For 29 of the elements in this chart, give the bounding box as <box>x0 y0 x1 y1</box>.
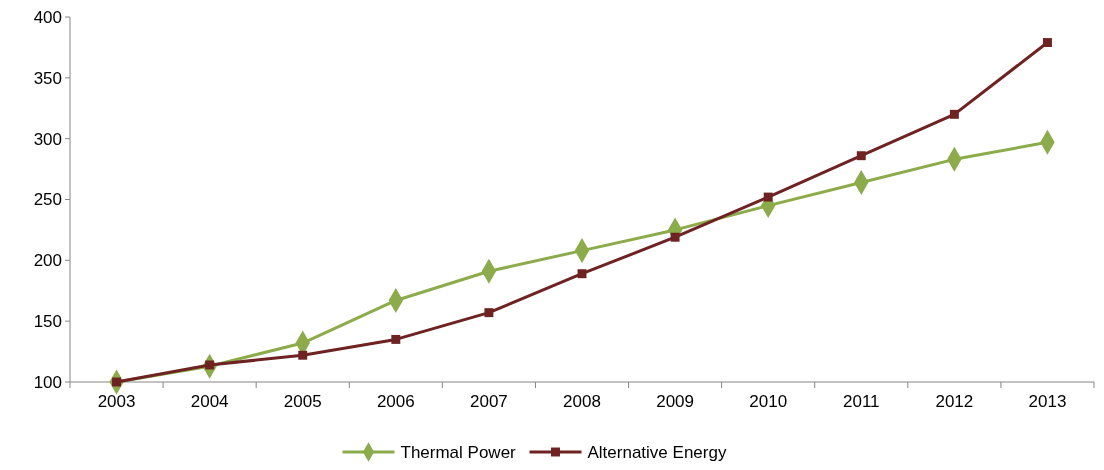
point <box>484 308 494 318</box>
x-tick-label: 2009 <box>656 392 694 411</box>
point <box>1042 38 1052 48</box>
x-tick-label: 2004 <box>190 392 229 411</box>
point <box>670 232 680 242</box>
legend-label: Thermal Power <box>400 442 517 462</box>
point <box>856 151 866 161</box>
y-tick-label: 200 <box>33 251 62 271</box>
point <box>298 350 308 360</box>
point <box>763 192 773 202</box>
x-tick-label: 2005 <box>283 392 322 411</box>
point <box>391 334 401 344</box>
x-tick-label: 2011 <box>842 392 880 411</box>
x-tick-label: 2003 <box>97 392 136 411</box>
legend-label: Alternative Energy <box>587 442 727 462</box>
x-tick-label: 2013 <box>1028 392 1067 411</box>
x-tick-label: 2007 <box>470 392 508 411</box>
x-tick-label: 2006 <box>376 392 415 411</box>
y-tick-label: 350 <box>33 68 62 88</box>
y-tick-label: 400 <box>33 7 62 27</box>
y-tick-label: 300 <box>33 129 62 149</box>
x-tick-label: 2012 <box>935 392 974 411</box>
y-tick-label: 150 <box>33 312 62 332</box>
point <box>949 109 959 119</box>
x-tick-label: 2008 <box>563 392 601 411</box>
y-tick-label: 100 <box>33 372 62 392</box>
y-tick-label: 250 <box>33 190 62 210</box>
point <box>577 269 587 279</box>
x-tick-label: 2010 <box>749 392 788 411</box>
